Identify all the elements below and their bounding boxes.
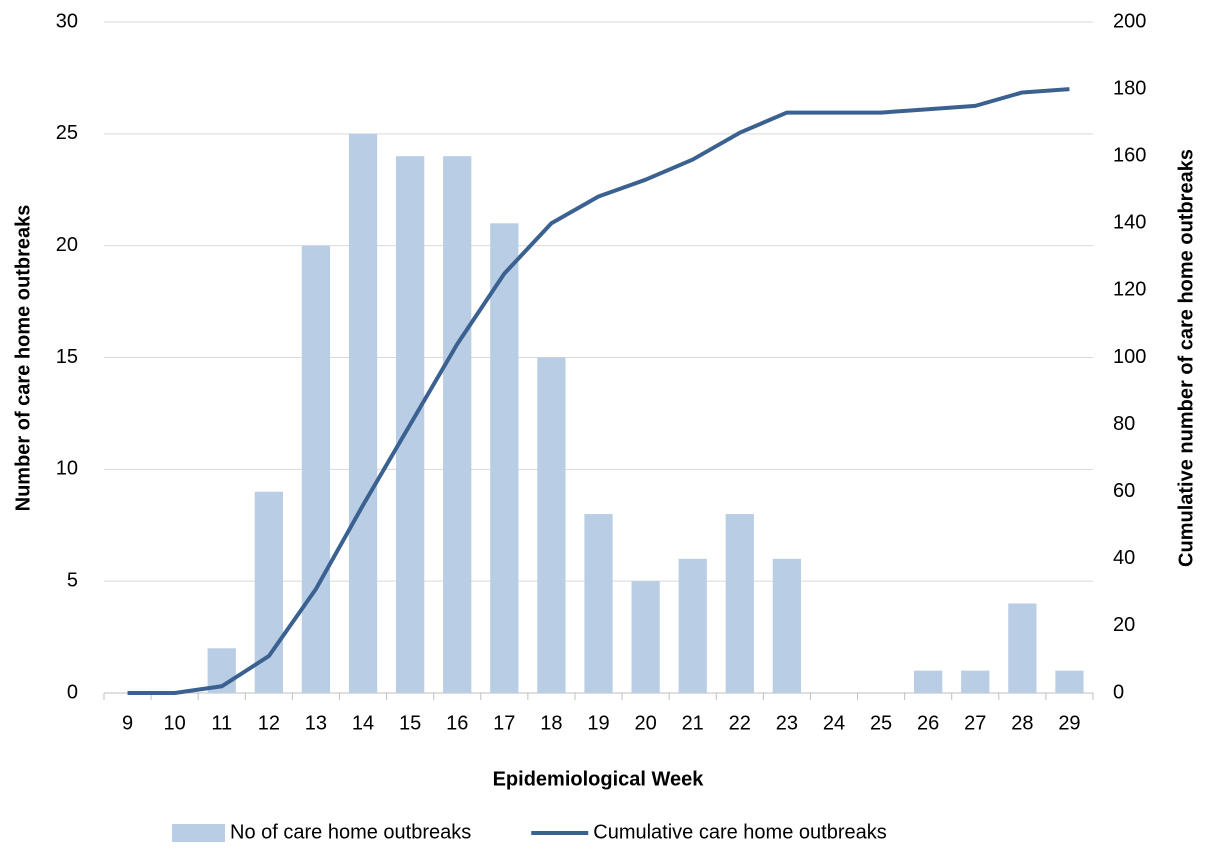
y-tick-label: 10 [56, 458, 78, 480]
y-tick-label: 20 [56, 234, 78, 256]
x-tick-label: 14 [352, 712, 374, 734]
bar [678, 558, 707, 693]
y2-tick-label: 60 [1113, 480, 1135, 502]
y2-tick-label: 40 [1113, 547, 1135, 569]
bar [725, 514, 754, 693]
x-tick-label: 27 [964, 712, 986, 734]
x-tick-label: 10 [164, 712, 186, 734]
legend-swatch [172, 824, 225, 842]
x-tick-label: 23 [776, 712, 798, 734]
y2-tick-label: 80 [1113, 413, 1135, 435]
y-tick-label: 25 [56, 122, 78, 144]
bar [914, 670, 943, 693]
y2-tick-label: 20 [1113, 614, 1135, 636]
y2-tick-label: 180 [1113, 77, 1146, 99]
bar [490, 223, 519, 694]
x-tick-label: 17 [493, 712, 515, 734]
y2-tick-label: 160 [1113, 144, 1146, 166]
y2-tick-label: 140 [1113, 212, 1146, 234]
y2-tick-label: 0 [1113, 681, 1124, 703]
line [127, 87, 1070, 695]
x-tick-label: 22 [729, 712, 751, 734]
bar [537, 357, 566, 693]
bar [1008, 603, 1037, 693]
y-tick-label: 5 [67, 569, 78, 591]
x-tick-label: 21 [682, 712, 704, 734]
x-tick-label: 15 [399, 712, 421, 734]
bar [584, 514, 613, 693]
bar [348, 133, 378, 694]
y-tick-label: 0 [67, 681, 78, 703]
x-tick-label: 13 [305, 712, 327, 734]
bar [631, 581, 660, 693]
y2-tick-label: 120 [1113, 279, 1146, 301]
x-tick-label: 20 [634, 712, 656, 734]
y2-tick-label: 100 [1113, 346, 1146, 368]
y-tick-label: 30 [56, 10, 78, 32]
y-tick-label: 15 [56, 346, 78, 368]
x-tick-label: 9 [122, 712, 133, 734]
x-tick-label: 18 [540, 712, 562, 734]
bar [961, 670, 990, 693]
bar [1055, 670, 1084, 693]
x-tick-label: 11 [211, 712, 232, 734]
x-tick-label: 29 [1058, 712, 1080, 734]
bar [254, 491, 283, 693]
x-tick-label: 19 [587, 712, 609, 734]
bar [772, 558, 802, 693]
y2-axis-title: Cumulative number of care home outbreaks [1175, 149, 1197, 567]
y2-tick-label: 200 [1113, 10, 1146, 32]
legend-label: No of care home outbreaks [230, 821, 471, 843]
x-axis-title: Epidemiological Week [493, 768, 705, 790]
x-tick-label: 12 [258, 712, 280, 734]
bar [443, 156, 472, 693]
x-tick-label: 24 [823, 712, 845, 734]
x-tick-label: 26 [917, 712, 939, 734]
y-axis-title: Number of care home outbreaks [12, 205, 34, 512]
bar [301, 245, 331, 693]
x-tick-label: 28 [1011, 712, 1033, 734]
x-tick-label: 25 [870, 712, 892, 734]
legend-label: Cumulative care home outbreaks [593, 821, 886, 843]
x-tick-label: 16 [446, 712, 468, 734]
